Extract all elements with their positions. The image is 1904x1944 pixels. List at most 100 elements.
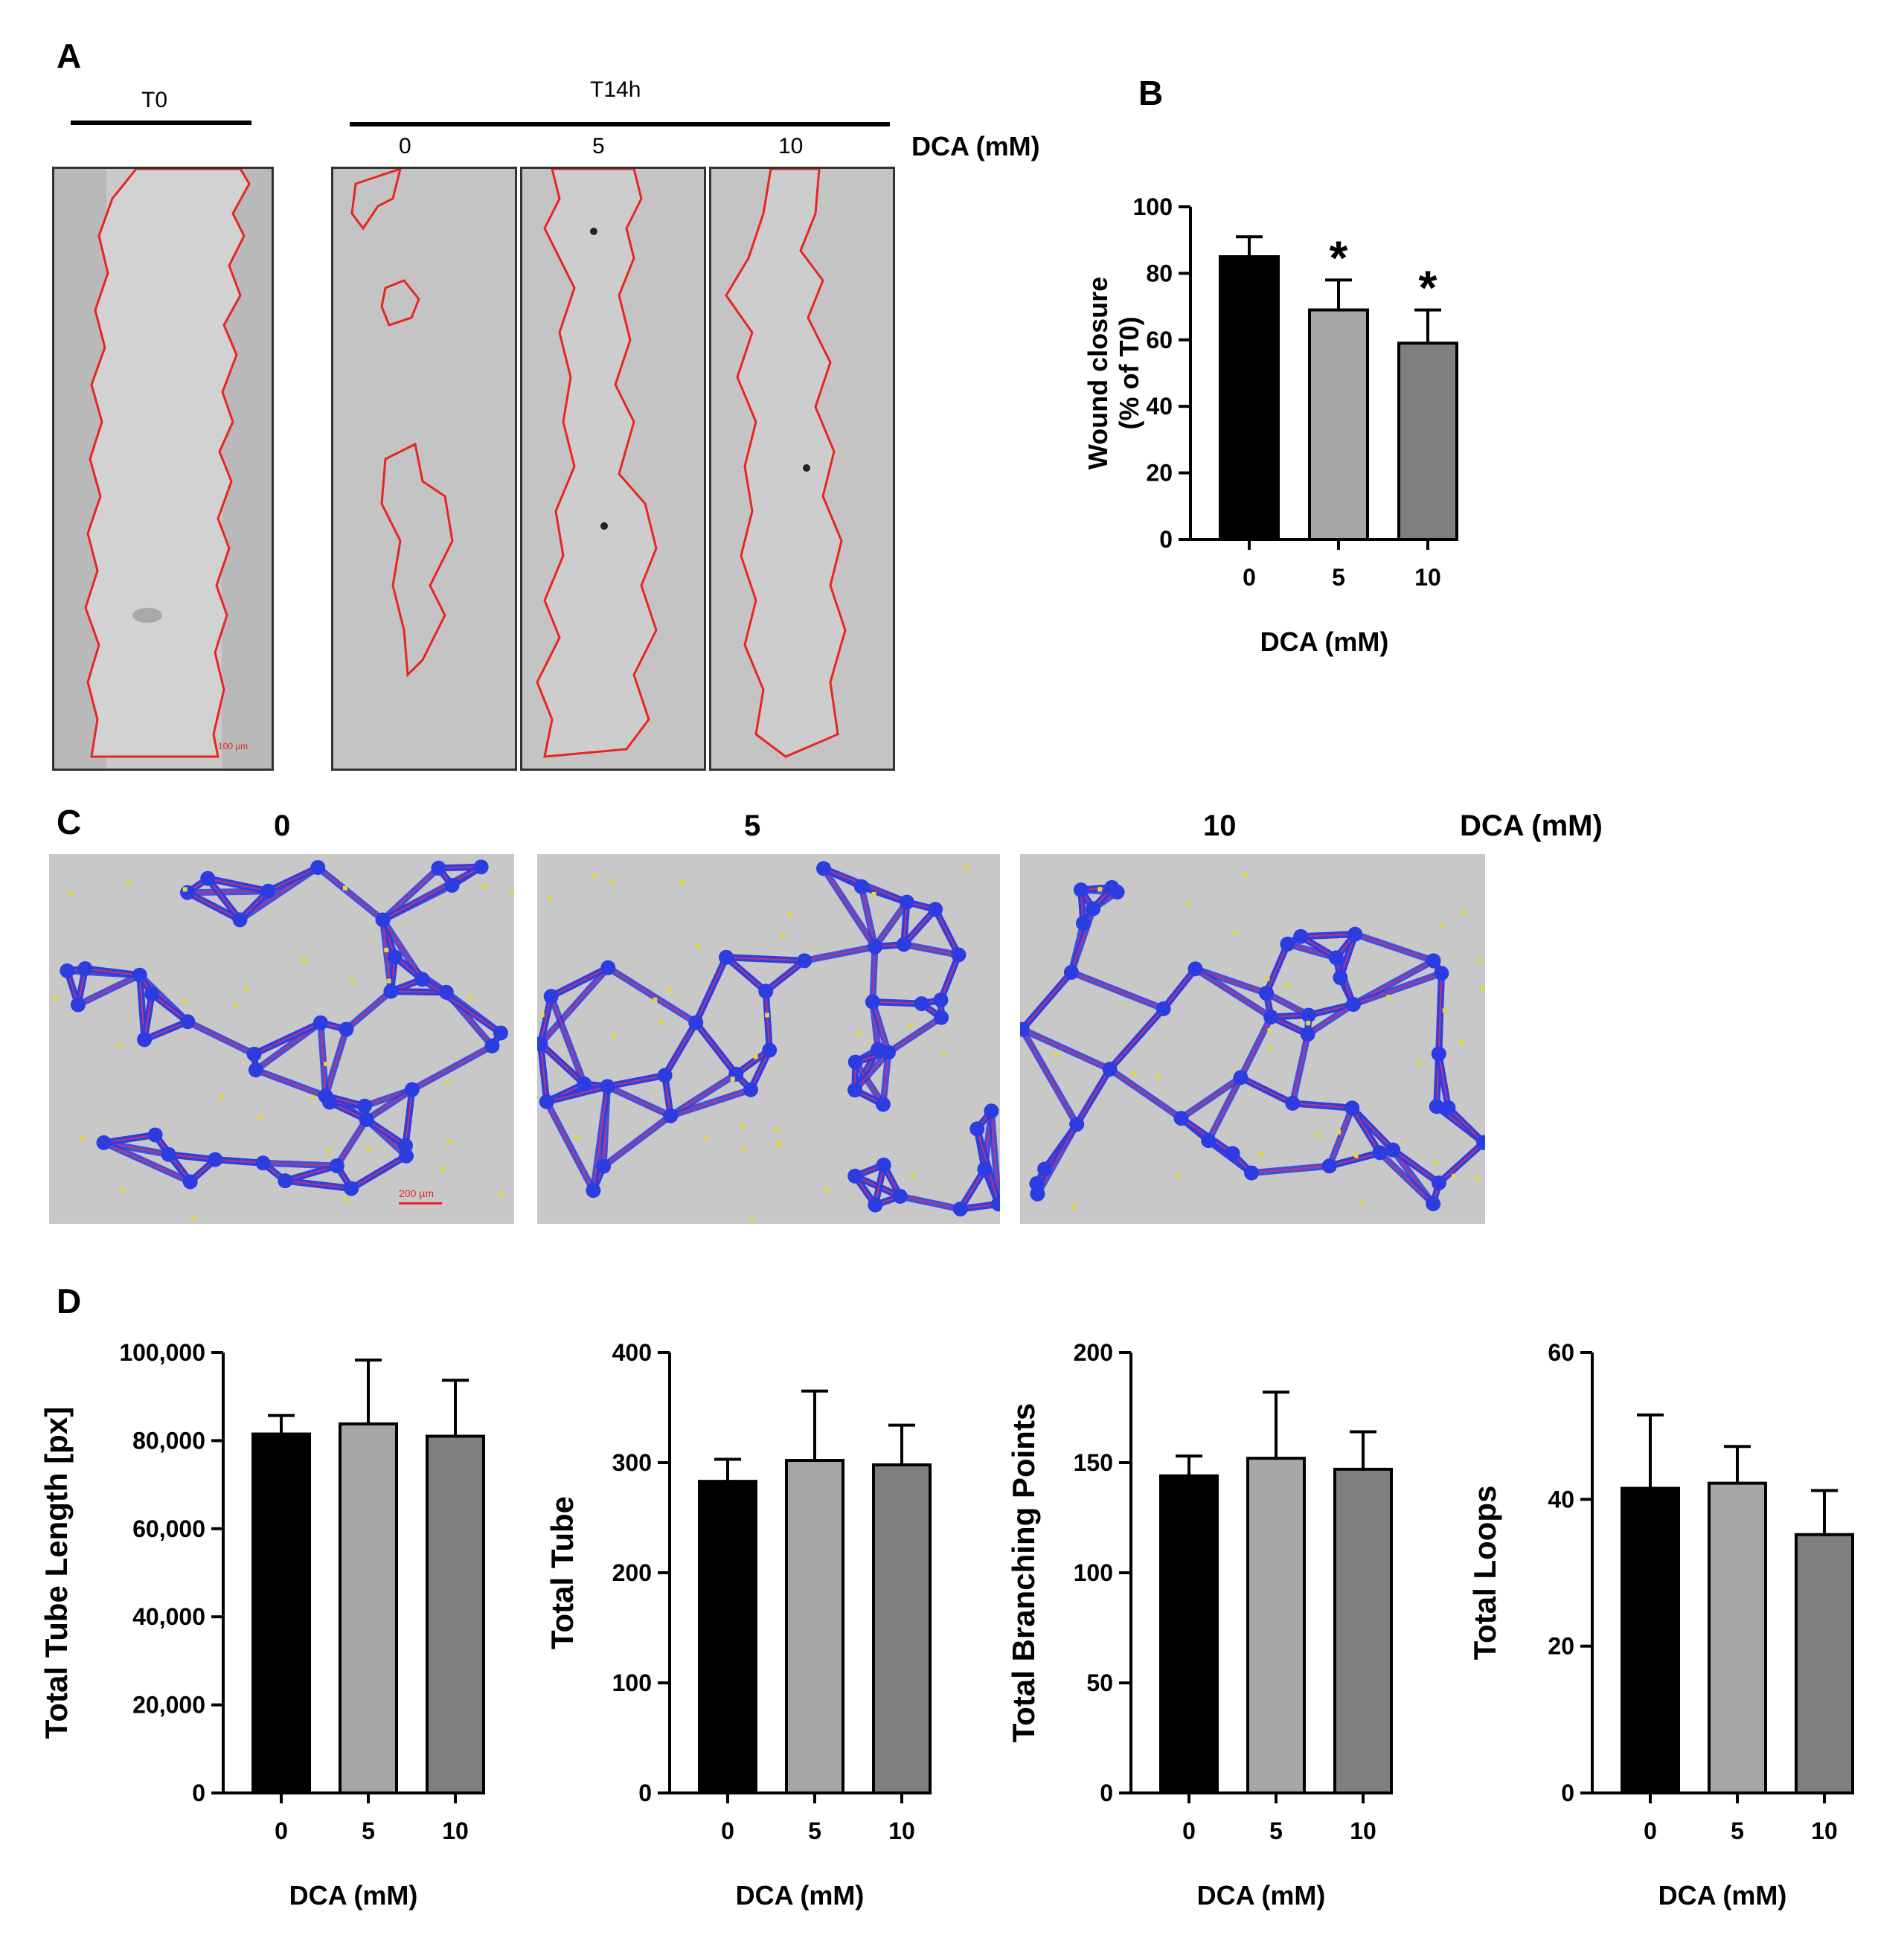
chart-d2: 0 100 200 300 400 0 5 10 DCA (mM) Total Tube xyxy=(545,1339,932,1911)
tube-skeleton xyxy=(1328,1107,1353,1167)
tube-skeleton xyxy=(268,867,318,892)
mesh-marker xyxy=(510,889,514,894)
x-tick-label: 5 xyxy=(362,1818,375,1844)
mesh-marker xyxy=(787,911,792,917)
mesh-marker xyxy=(80,1136,85,1141)
tube-skeleton xyxy=(404,1089,413,1146)
tube-node xyxy=(484,1038,500,1053)
tube-node xyxy=(278,1173,293,1189)
chart-d4: 0 20 40 60 0 5 10 DCA (mM) Total Loops xyxy=(1467,1339,1854,1911)
micrograph-t14-dose-10 xyxy=(709,167,895,771)
tube-node xyxy=(847,1054,863,1070)
tube-skeleton xyxy=(151,993,188,1023)
tube-skeleton xyxy=(1438,1142,1484,1184)
mesh-marker xyxy=(1176,1174,1181,1179)
tube-skeleton xyxy=(550,995,586,1085)
tube-node xyxy=(984,1103,999,1119)
mesh-marker xyxy=(1386,994,1391,999)
tube-skeleton xyxy=(1109,1008,1164,1070)
tube-node xyxy=(147,1127,163,1143)
mesh-marker xyxy=(824,1187,830,1192)
tube-node xyxy=(1426,953,1441,969)
tube-node xyxy=(847,1082,863,1098)
x-tick-label: 0 xyxy=(1243,564,1256,591)
tube-node xyxy=(1102,1062,1118,1077)
tube-skeleton xyxy=(1353,972,1442,1005)
tube-skeleton xyxy=(1392,1149,1440,1184)
tube-node xyxy=(1285,1095,1301,1111)
micrograph-t14-dose-5 xyxy=(520,167,706,771)
tube-node xyxy=(1344,1100,1360,1116)
mesh-marker xyxy=(1097,887,1103,892)
tube-skeleton xyxy=(1071,971,1164,1010)
x-tick-label: 0 xyxy=(1644,1818,1657,1844)
tube-node xyxy=(1426,1196,1441,1212)
tube-node xyxy=(387,949,403,965)
t0-label: T0 xyxy=(141,88,168,112)
tube-node xyxy=(762,1042,778,1058)
tube-node xyxy=(539,1094,554,1109)
tube-skeleton xyxy=(903,943,959,956)
tube-skeleton xyxy=(366,1118,406,1146)
mesh-marker xyxy=(182,887,187,892)
y-tick-label: 50 xyxy=(1086,1669,1113,1696)
tube-node xyxy=(357,1098,373,1114)
y-tick-label: 0 xyxy=(1159,526,1173,553)
tube-skeleton xyxy=(725,956,805,962)
bar-D1-10 xyxy=(426,1434,485,1794)
tube-node xyxy=(867,939,882,955)
tube-skeleton xyxy=(1162,968,1196,1010)
tube-node xyxy=(431,860,446,876)
mesh-marker xyxy=(350,978,355,984)
tube-skeleton xyxy=(695,957,727,1024)
mesh-marker xyxy=(1267,1028,1272,1033)
tube-node xyxy=(1173,1111,1189,1126)
x-axis-label: DCA (mM) xyxy=(289,1880,418,1911)
mesh-marker xyxy=(1243,873,1248,878)
tube-skeleton xyxy=(823,867,876,948)
dca-label-a: DCA (mM) xyxy=(911,131,1040,161)
tube-skeleton xyxy=(804,946,876,962)
tube-skeleton xyxy=(1292,1102,1353,1109)
tube-skeleton xyxy=(1251,1165,1330,1174)
tube-node xyxy=(1263,1009,1279,1024)
mesh-marker xyxy=(1439,923,1444,928)
significance-marker: * xyxy=(1419,261,1437,315)
y-tick-label: 80 xyxy=(1146,260,1173,286)
tube-skeleton xyxy=(607,1074,665,1088)
tube-node xyxy=(1030,1186,1045,1202)
y-tick-label: 200 xyxy=(1074,1339,1113,1366)
tube-node xyxy=(977,1161,993,1177)
tube-node xyxy=(310,860,326,876)
mesh-marker xyxy=(1433,1160,1438,1165)
tube-node xyxy=(1431,1046,1446,1062)
tube-skeleton xyxy=(1379,1152,1434,1204)
bar-B-10 xyxy=(1397,341,1458,542)
tube-skeleton xyxy=(168,1153,216,1161)
tube-skeleton xyxy=(725,956,766,992)
tube-skeleton xyxy=(382,866,482,921)
t14h-label: T14h xyxy=(590,77,641,102)
tube-skeleton xyxy=(255,1069,326,1097)
tube-skeleton xyxy=(903,908,936,946)
tube-skeleton xyxy=(765,991,771,1050)
mesh-marker xyxy=(344,1197,349,1202)
tube-node xyxy=(868,1197,883,1213)
mesh-marker xyxy=(384,947,389,952)
mesh-marker xyxy=(679,879,685,885)
y-tick-label: 100,000 xyxy=(119,1339,205,1366)
y-tick-label: 0 xyxy=(638,1780,652,1806)
tube-image-dose-5 xyxy=(537,854,1000,1224)
x-tick-label: 5 xyxy=(1332,564,1345,591)
tube-skeleton xyxy=(1194,968,1272,1018)
tube-node xyxy=(344,1181,359,1196)
chart-d3: 0 50 100 150 200 0 5 10 DCA (mM) Total Branching … xyxy=(1006,1339,1393,1911)
mesh-marker xyxy=(780,934,785,939)
tube-node xyxy=(991,1196,1000,1212)
tube-skeleton xyxy=(546,1085,608,1103)
tube-skeleton xyxy=(592,1086,609,1191)
tube-node xyxy=(180,1014,196,1030)
bar-B-0 xyxy=(1219,255,1280,542)
tube-node xyxy=(1075,916,1091,931)
tube-skeleton xyxy=(1266,943,1289,994)
